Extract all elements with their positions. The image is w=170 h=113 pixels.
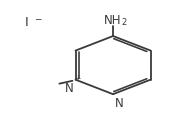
Text: I: I [25,16,28,29]
Text: NH: NH [104,14,121,27]
Text: N: N [65,82,74,95]
Text: N: N [115,96,123,109]
Text: +: + [74,73,81,82]
Text: −: − [34,14,41,22]
Text: 2: 2 [121,18,126,27]
